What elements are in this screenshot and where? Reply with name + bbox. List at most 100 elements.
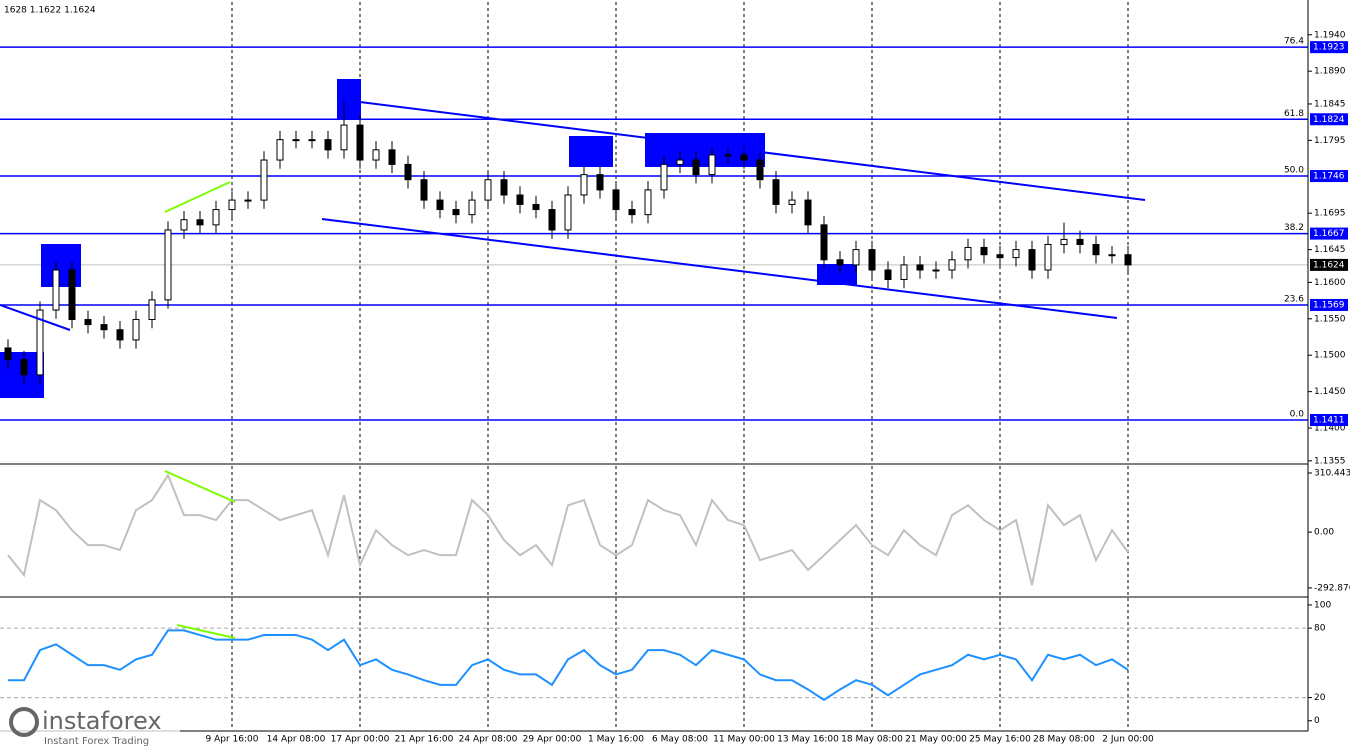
candle-body (20, 359, 28, 376)
candle-body (436, 199, 444, 211)
y-tick-label: 1.1600 (1314, 278, 1346, 288)
candle-body (1092, 244, 1100, 256)
fib-ratio-label: 76.4 (1284, 37, 1304, 47)
level-box (1310, 414, 1348, 427)
candle-body (1076, 238, 1084, 246)
candle-body (692, 159, 700, 176)
logo: instaforex Instant Forex Trading (0, 704, 180, 750)
trendline (359, 101, 1146, 201)
candle-body (36, 309, 44, 376)
chart-title: 1628 1.1622 1.1624 (4, 6, 96, 16)
y-tick-label: 0.00 (1314, 528, 1334, 538)
candle-body (324, 139, 332, 151)
candle-body (724, 154, 732, 157)
x-tick-label: 28 May 08:00 (1033, 735, 1095, 745)
level-box (1310, 298, 1348, 311)
candle-body (84, 319, 92, 326)
candle-body (916, 264, 924, 271)
candle-body (532, 203, 540, 211)
y-tick-label: 1.1450 (1314, 387, 1346, 397)
candle-body (388, 149, 396, 165)
candle-body (772, 179, 780, 205)
last-price-box (1310, 258, 1348, 271)
candle-body (980, 246, 988, 256)
y-tick-label: 100 (1314, 600, 1331, 610)
fib-ratio-label: 23.6 (1284, 294, 1304, 304)
candle-body (68, 269, 76, 321)
trendline (0, 304, 71, 331)
candle-body (228, 199, 236, 211)
level-label: 1.1569 (1313, 300, 1345, 310)
candle-body (1012, 249, 1020, 259)
data-layer (4, 101, 1132, 702)
trendlines (0, 101, 1146, 639)
x-tick-label: 14 Apr 08:00 (267, 735, 326, 745)
candle-body (196, 219, 204, 226)
level-box (1310, 113, 1348, 126)
candle-body (292, 139, 300, 142)
y-tick-label: -292.876 (1314, 583, 1350, 593)
divergence-line (164, 470, 236, 503)
x-tick-label: 24 Apr 08:00 (459, 735, 518, 745)
candle-body (1108, 254, 1116, 257)
y-tick-label: 310.4436 (1314, 468, 1350, 478)
logo-tagline: Instant Forex Trading (44, 736, 149, 747)
y-tick-label: 1.1890 (1314, 67, 1346, 77)
candle-body (340, 124, 348, 151)
candle-body (564, 194, 572, 231)
candle-body (964, 246, 972, 261)
candle-body (260, 159, 268, 201)
candle-body (1060, 238, 1068, 246)
candle-body (548, 209, 556, 231)
candle-body (420, 179, 428, 201)
candle-body (644, 189, 652, 216)
y-tick-label: 20 (1314, 693, 1326, 703)
y-tick-label: 80 (1314, 624, 1326, 634)
x-tick-label: 21 May 00:00 (905, 735, 967, 745)
y-tick-label: 1.1940 (1314, 30, 1346, 40)
candle-body (884, 269, 892, 280)
x-tick-label: 25 May 16:00 (969, 735, 1031, 745)
logo-name: instaforex (42, 707, 162, 735)
level-box (1310, 41, 1348, 54)
candle-body (308, 139, 316, 142)
y-tick-label: 1.1400 (1314, 424, 1346, 434)
candle-body (804, 199, 812, 226)
candle-body (356, 124, 364, 161)
candle-body (1044, 244, 1052, 271)
candle-body (932, 269, 940, 272)
y-tick-label: 1.1795 (1314, 136, 1346, 146)
highlight-box (817, 264, 857, 285)
candle-body (948, 259, 956, 271)
x-tick-label: 17 Apr 00:00 (331, 735, 390, 745)
x-tick-label: 13 May 16:00 (777, 735, 839, 745)
x-tick-label: 29 Apr 00:00 (523, 735, 582, 745)
x-tick-label: 2 Jun 00:00 (1102, 735, 1154, 745)
indicator-line (7, 472, 1129, 586)
logo-icon (9, 707, 39, 737)
candle-body (852, 249, 860, 266)
candle-body (612, 189, 620, 211)
candle-body (708, 154, 716, 176)
fib-ratio-label: 50.0 (1284, 166, 1304, 176)
candle-body (676, 159, 684, 165)
candle-body (484, 179, 492, 201)
trendline (321, 218, 1118, 319)
y-tick-label: 1.1355 (1314, 456, 1346, 466)
fib-ratio-label: 38.2 (1284, 223, 1304, 233)
frames (0, 0, 1309, 732)
candle-body (468, 199, 476, 216)
candle-body (820, 224, 828, 261)
candle-body (212, 209, 220, 226)
candle-body (180, 219, 188, 231)
y-tick-label: 1.1550 (1314, 314, 1346, 324)
indicator-line (8, 629, 1129, 702)
candle-body (404, 163, 412, 181)
candle-body (148, 299, 156, 321)
last-price-label: 1.1624 (1313, 260, 1345, 270)
candle-body (596, 174, 604, 191)
y-tick-label: 1.1645 (1314, 245, 1346, 255)
candle-body (52, 269, 60, 311)
y-tick-label: 1.1845 (1314, 99, 1346, 109)
